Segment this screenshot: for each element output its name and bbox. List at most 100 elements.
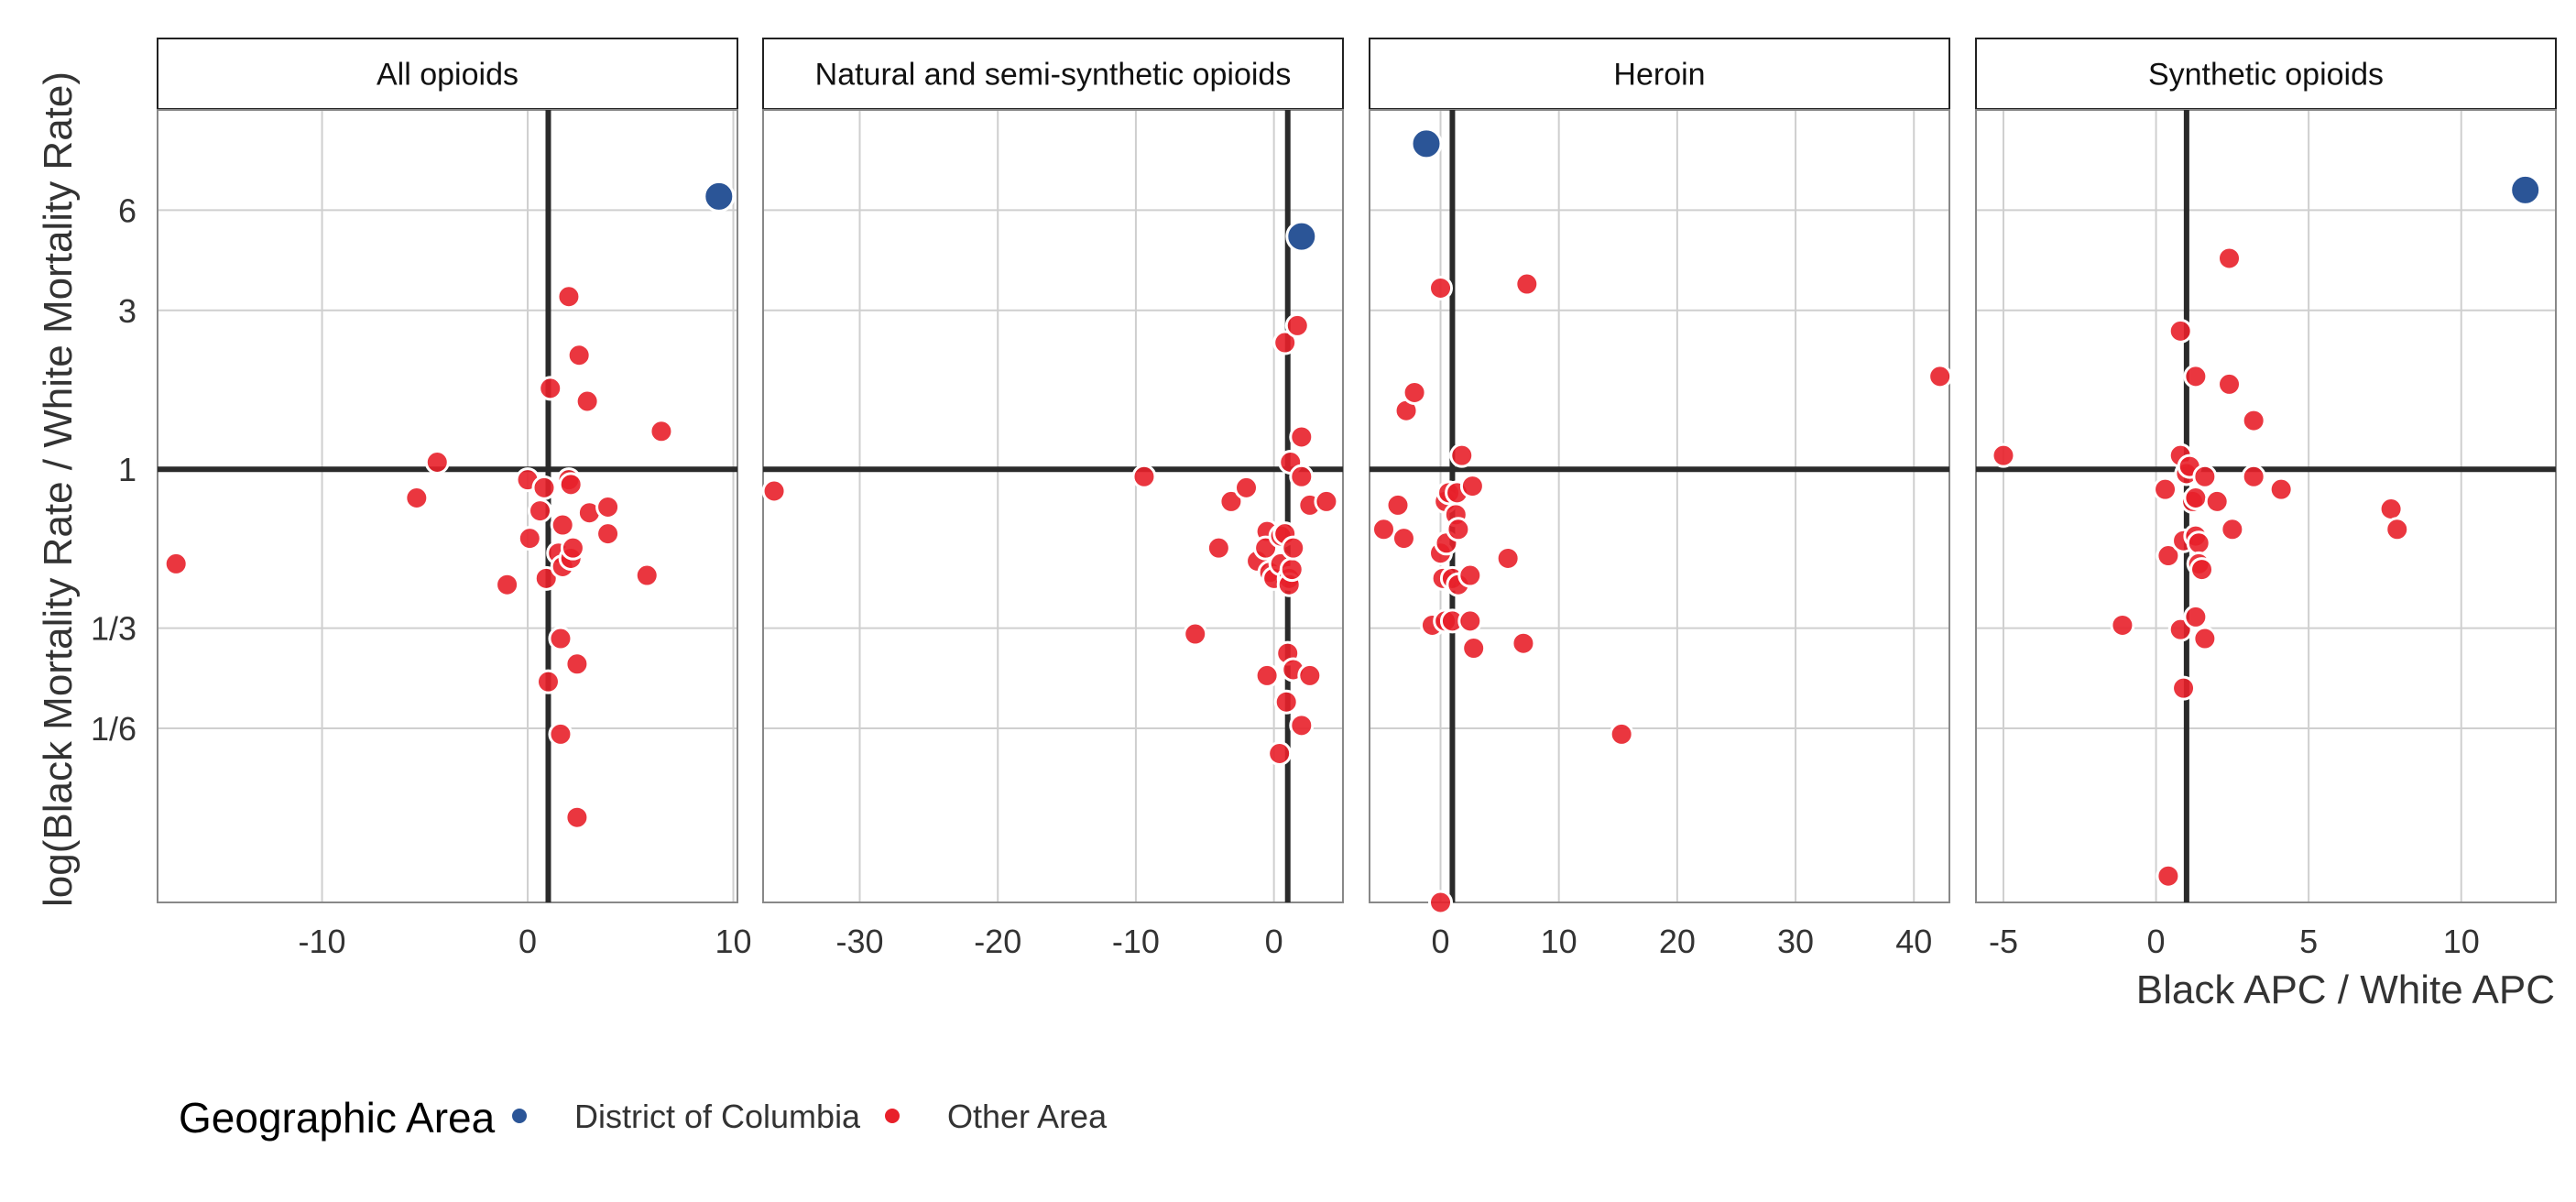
point-other-area: [2167, 318, 2193, 344]
x-tick-label: 40: [1895, 923, 1932, 960]
point-other-area: [2268, 476, 2294, 502]
x-tick-label: 10: [2443, 923, 2480, 960]
y-tick-label: 1/6: [91, 710, 136, 748]
panel-heroin: Heroin 0 10 20 30 40: [1369, 38, 1953, 960]
point-other-area: [550, 512, 575, 538]
point-other-area: [634, 563, 660, 588]
facet-title: Natural and semi-synthetic opioids: [815, 58, 1292, 93]
point-other-area: [564, 804, 590, 830]
point-other-area: [2192, 626, 2218, 651]
point-other-area: [2192, 464, 2218, 489]
point-other-area: [2153, 476, 2178, 502]
point-other-area: [1183, 621, 1208, 647]
point-other-area: [1495, 545, 1521, 571]
point-other-area: [495, 572, 520, 597]
point-other-area: [1314, 488, 1339, 514]
point-other-area: [1272, 330, 1298, 355]
point-other-area: [2186, 530, 2211, 556]
point-other-area: [1297, 662, 1323, 688]
x-tick-label: -30: [835, 923, 883, 960]
point-other-area: [1459, 474, 1485, 499]
point-other-area: [2156, 543, 2181, 569]
point-other-area: [531, 475, 557, 500]
point-other-area: [2110, 612, 2135, 638]
y-tick-label: 6: [118, 191, 136, 229]
x-tick-label: -10: [299, 923, 346, 960]
point-other-area: [2241, 464, 2266, 489]
point-other-area: [1206, 535, 1231, 561]
point-other-area: [1514, 271, 1540, 297]
point-other-area: [2241, 408, 2266, 433]
x-tick-label: 30: [1777, 923, 1814, 960]
point-other-area: [1254, 662, 1280, 688]
point-other-area: [163, 551, 189, 576]
point-other-area: [1391, 526, 1416, 552]
point-other-area: [1457, 608, 1483, 634]
point-other-area: [2217, 246, 2243, 271]
point-other-area: [2378, 497, 2404, 522]
facet-title: Synthetic opioids: [2148, 58, 2384, 93]
panel-border: [1975, 109, 2557, 903]
x-tick-label: 20: [1659, 923, 1696, 960]
x-tick-label: 5: [2299, 923, 2318, 960]
x-axis-title: Black APC / White APC: [2136, 967, 2555, 1012]
point-other-area: [533, 565, 559, 591]
legend-key-other-area: [883, 1107, 901, 1125]
facet-strip: [157, 38, 738, 110]
panel-border: [157, 109, 738, 903]
point-other-area: [1449, 443, 1475, 468]
y-tick-label: 3: [118, 292, 136, 330]
point-other-area: [2183, 364, 2209, 389]
point-other-area: [2204, 488, 2230, 514]
facet-strip: [1975, 38, 2557, 110]
legend-label-other-area: Other Area: [947, 1098, 1108, 1135]
x-tick-label: -10: [1112, 923, 1160, 960]
point-other-area: [556, 284, 582, 310]
point-other-area: [1991, 443, 2016, 468]
point-other-area: [560, 535, 585, 561]
point-other-area: [517, 526, 542, 552]
point-other-area: [2189, 557, 2215, 583]
point-other-area: [2183, 604, 2209, 629]
point-other-area: [1279, 557, 1304, 583]
panel-border: [762, 109, 1344, 903]
point-other-area: [1273, 689, 1299, 715]
point-other-area: [1289, 464, 1315, 489]
legend-key-district-of-columbia: [510, 1107, 529, 1125]
point-other-area: [558, 472, 584, 497]
y-tick-label: 1/3: [91, 610, 136, 648]
point-other-area: [2220, 517, 2245, 542]
point-district-of-columbia: [703, 180, 736, 213]
point-other-area: [548, 721, 573, 747]
point-other-area: [2183, 486, 2209, 511]
point-other-area: [649, 419, 674, 444]
point-other-area: [1284, 312, 1310, 338]
point-other-area: [2385, 517, 2410, 542]
facet-strip: [762, 38, 1344, 110]
point-other-area: [595, 494, 621, 519]
point-other-area: [1428, 890, 1454, 915]
panel-synthetic-opioids: Synthetic opioids -5 0 5 10: [1975, 38, 2557, 960]
x-tick-label: 0: [518, 923, 537, 960]
point-other-area: [1371, 517, 1397, 542]
point-other-area: [1289, 424, 1315, 450]
point-other-area: [761, 478, 787, 504]
legend: Geographic Area District of Columbia Othe…: [179, 1094, 1108, 1142]
facet-title: All opioids: [377, 58, 518, 93]
point-other-area: [528, 498, 553, 524]
point-other-area: [1609, 721, 1634, 747]
point-other-area: [548, 626, 573, 651]
panel-natural-and-semi-synthetic-opioids: Natural and semi-synthetic opioids -30 -20…: [761, 38, 1344, 960]
point-other-area: [1461, 636, 1487, 661]
point-other-area: [1289, 713, 1315, 738]
x-tick-label: -5: [1989, 923, 2018, 960]
legend-label-district-of-columbia: District of Columbia: [574, 1098, 861, 1135]
point-other-area: [404, 486, 430, 511]
point-other-area: [535, 669, 561, 694]
point-other-area: [1218, 488, 1244, 514]
x-tick-label: 10: [1541, 923, 1577, 960]
legend-title: Geographic Area: [179, 1094, 496, 1142]
point-other-area: [1457, 563, 1483, 588]
point-other-area: [1402, 379, 1427, 405]
